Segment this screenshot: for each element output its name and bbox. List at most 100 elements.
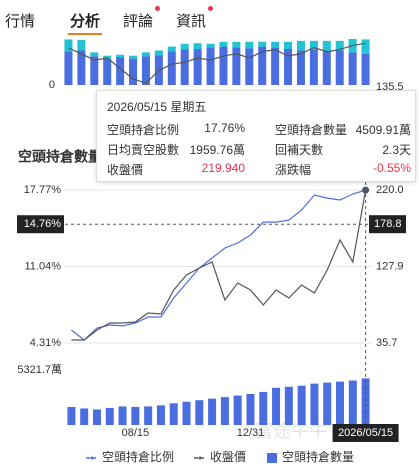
bar bbox=[144, 406, 153, 425]
crosshair-point bbox=[362, 186, 370, 194]
bar bbox=[284, 49, 293, 85]
bar bbox=[348, 52, 357, 85]
tab[interactable]: 分析 bbox=[68, 10, 103, 35]
bar bbox=[64, 51, 73, 85]
bar bbox=[296, 50, 305, 85]
tooltip-label: 漲跌幅 bbox=[275, 163, 312, 177]
bar bbox=[103, 58, 112, 85]
tab-underline bbox=[68, 33, 103, 35]
legend-icon bbox=[267, 453, 278, 463]
bar bbox=[167, 46, 176, 52]
bar bbox=[64, 39, 73, 52]
tick-label: 127.9 bbox=[376, 260, 404, 272]
tooltip-label: 空頭持倉比例 bbox=[107, 123, 180, 137]
bar bbox=[90, 52, 99, 57]
tick-label: 4.31% bbox=[30, 337, 61, 349]
tick-label: 11.04% bbox=[25, 260, 62, 272]
tooltip: 2026/05/15 星期五 空頭持倉比例 17.76% 空頭持倉數量 4509.91… bbox=[96, 90, 416, 182]
tooltip-label: 回補天數 bbox=[275, 143, 324, 157]
crosshair-date-box bbox=[332, 424, 399, 442]
bar bbox=[167, 51, 176, 85]
bar bbox=[154, 50, 163, 56]
watermark: 富途牛牛 bbox=[255, 421, 327, 441]
bar bbox=[90, 56, 99, 85]
bar bbox=[272, 387, 281, 425]
legend-icon bbox=[198, 456, 202, 460]
badge-dot bbox=[208, 6, 214, 11]
tick-label: 5321.7萬 bbox=[17, 363, 62, 376]
bar bbox=[336, 381, 345, 425]
bar bbox=[182, 401, 191, 425]
bar bbox=[309, 49, 318, 85]
crosshair-label: 178.8 bbox=[374, 218, 402, 230]
tooltip-value: 17.76% bbox=[204, 121, 245, 135]
bar bbox=[219, 46, 228, 85]
tooltip-value: 2.3天 bbox=[382, 143, 411, 157]
x-tick-label: 2026/05/15 bbox=[338, 427, 393, 439]
bar bbox=[296, 40, 305, 51]
bar bbox=[80, 408, 89, 425]
bar bbox=[206, 47, 215, 85]
bar bbox=[156, 405, 165, 425]
bar bbox=[219, 41, 228, 47]
tooltip-value: 1959.76萬 bbox=[189, 143, 245, 157]
bar bbox=[246, 393, 255, 425]
legend-icon bbox=[90, 456, 94, 460]
bar bbox=[92, 409, 101, 425]
bar bbox=[361, 39, 370, 54]
bar bbox=[67, 407, 76, 425]
legend-label: 收盤價 bbox=[210, 450, 246, 464]
line bbox=[68, 42, 366, 84]
bar bbox=[77, 39, 86, 51]
tab[interactable]: 資訊 bbox=[176, 6, 214, 31]
bar bbox=[116, 57, 125, 85]
tick-label: 135.5 bbox=[376, 81, 404, 93]
tooltip-label: 空頭持倉數量 bbox=[275, 123, 348, 137]
tooltip-value: 4509.91萬 bbox=[355, 123, 411, 137]
bar bbox=[131, 406, 140, 425]
crosshair-label-box bbox=[17, 215, 64, 234]
bar bbox=[180, 49, 189, 85]
bar bbox=[271, 47, 280, 85]
legend-label: 空頭持倉比例 bbox=[102, 449, 174, 464]
x-tick-label: 08/15 bbox=[122, 427, 150, 439]
crosshair-label-box bbox=[369, 215, 406, 234]
bar bbox=[233, 395, 242, 425]
bar bbox=[232, 41, 241, 48]
tab[interactable]: 行情 bbox=[5, 13, 36, 30]
bar bbox=[105, 407, 114, 425]
tab[interactable]: 評論 bbox=[123, 6, 161, 31]
legend-label: 空頭持倉數量 bbox=[282, 449, 354, 464]
bar bbox=[169, 403, 178, 425]
bar bbox=[103, 55, 112, 59]
bar bbox=[77, 50, 86, 85]
tooltip-label: 日均賣空股數 bbox=[107, 143, 180, 157]
x-tick-label: 12/31 bbox=[237, 427, 265, 439]
bar bbox=[129, 58, 138, 85]
line bbox=[71, 189, 367, 341]
tooltip-date: 2026/05/15 星期五 bbox=[107, 100, 207, 114]
bar bbox=[297, 385, 306, 425]
bar bbox=[245, 41, 254, 49]
bar bbox=[232, 47, 241, 85]
bar bbox=[129, 55, 138, 59]
bar bbox=[258, 46, 267, 85]
bar bbox=[323, 382, 332, 425]
bar bbox=[322, 51, 331, 85]
bar bbox=[206, 43, 215, 48]
bar bbox=[193, 43, 202, 49]
bar bbox=[310, 383, 319, 425]
bar bbox=[284, 41, 293, 49]
bar bbox=[116, 54, 125, 58]
bar bbox=[193, 49, 202, 85]
bar bbox=[245, 48, 254, 85]
tooltip-value: -0.55% bbox=[372, 161, 411, 175]
crosshair-label: 14.76% bbox=[24, 218, 62, 230]
tick-label: 17.77% bbox=[24, 184, 62, 196]
bar bbox=[259, 391, 268, 425]
section-title: 空頭持倉數量 bbox=[18, 149, 102, 165]
bar bbox=[195, 400, 204, 425]
badge-dot bbox=[155, 6, 161, 11]
